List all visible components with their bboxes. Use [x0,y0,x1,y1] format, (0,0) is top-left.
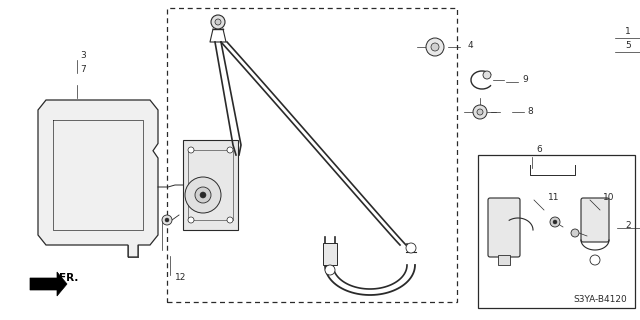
Polygon shape [38,100,158,257]
Circle shape [227,147,233,153]
FancyBboxPatch shape [581,198,609,242]
Text: 7: 7 [80,66,86,75]
Circle shape [185,177,221,213]
Circle shape [215,19,221,25]
Polygon shape [30,272,67,296]
FancyBboxPatch shape [488,198,520,257]
Text: 9: 9 [522,76,528,84]
Circle shape [550,217,560,227]
Circle shape [188,217,194,223]
Bar [498,255,510,265]
Circle shape [553,220,557,224]
Circle shape [200,192,206,198]
Circle shape [325,265,335,275]
Text: 8: 8 [527,107,532,116]
Bar [323,243,337,265]
Circle shape [477,109,483,115]
Text: 2: 2 [625,220,630,229]
Text: 10: 10 [603,194,614,203]
Circle shape [162,215,172,225]
Text: 3: 3 [80,51,86,60]
Circle shape [188,147,194,153]
Text: 12: 12 [175,274,186,283]
Text: 1: 1 [625,28,631,36]
Text: S3YA-B4120: S3YA-B4120 [573,294,627,303]
Bar [183,140,238,230]
Circle shape [406,243,416,253]
Circle shape [426,38,444,56]
Text: 11: 11 [548,194,559,203]
Bar [167,8,457,302]
Circle shape [431,43,439,51]
Circle shape [590,255,600,265]
Circle shape [227,217,233,223]
Circle shape [571,229,579,237]
Bar [478,155,635,308]
Circle shape [473,105,487,119]
Circle shape [195,187,211,203]
Text: FR.: FR. [59,273,78,283]
Text: 6: 6 [536,146,541,155]
Text: 5: 5 [625,42,631,51]
Circle shape [165,218,169,222]
Text: 4: 4 [468,41,474,50]
Circle shape [483,71,491,79]
Circle shape [211,15,225,29]
